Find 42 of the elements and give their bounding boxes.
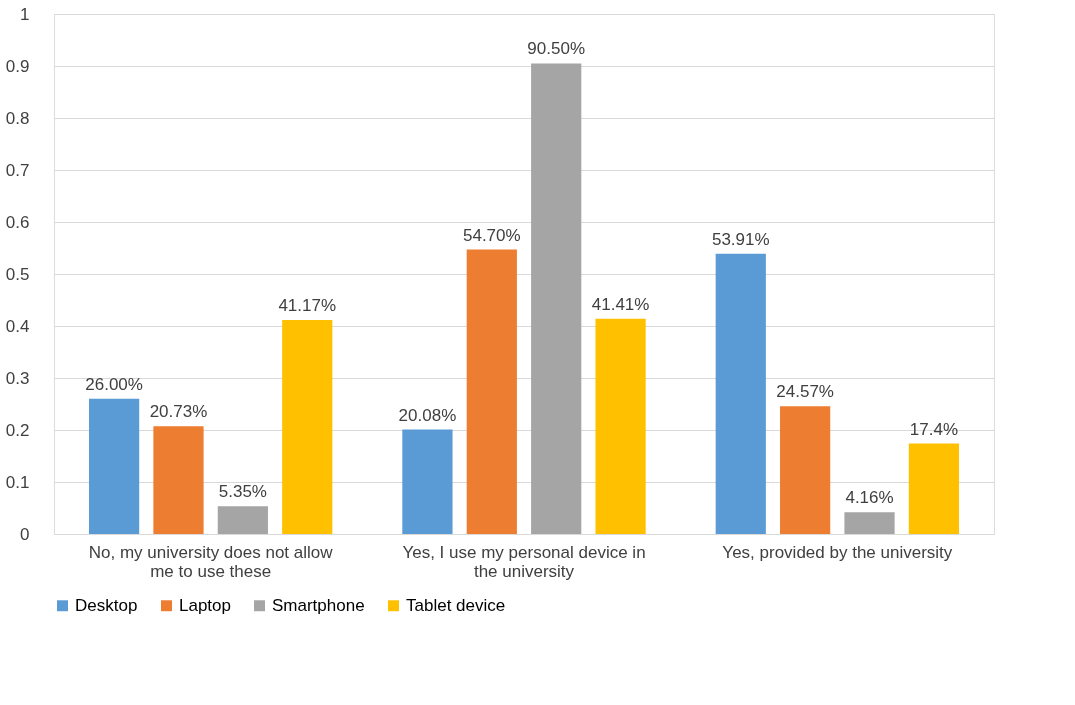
bar: [780, 406, 831, 534]
y-tick-label: 0.2: [5, 420, 30, 440]
y-tick-label: 0.7: [5, 160, 30, 180]
data-label: 4.16%: [845, 488, 894, 508]
bar: [466, 249, 517, 534]
data-label: 54.70%: [462, 225, 521, 245]
data-label: 20.08%: [398, 405, 457, 425]
y-tick-label: 0.6: [5, 212, 30, 232]
bar: [88, 398, 140, 534]
legend-label: Desktop: [75, 595, 138, 615]
data-label: 90.50%: [527, 39, 586, 59]
data-label: 41.41%: [591, 294, 650, 314]
bar: [908, 443, 960, 534]
bar: [217, 506, 268, 534]
y-tick-label: 0.4: [5, 316, 30, 336]
data-label: 5.35%: [218, 482, 267, 502]
bar: [531, 63, 582, 534]
y-tick-label: 0.8: [5, 108, 30, 128]
y-tick-label: 0.1: [5, 472, 30, 492]
data-label: 17.4%: [909, 419, 959, 439]
bar: [153, 426, 204, 534]
bar: [402, 429, 453, 534]
x-tick-label: Yes, I use my personal device in the university: [402, 542, 646, 581]
bar: [282, 319, 333, 534]
y-tick-label: 0.5: [5, 264, 30, 284]
data-label: 53.91%: [711, 229, 770, 249]
bar: [595, 318, 646, 534]
legend-label: Smartphone: [272, 595, 365, 615]
data-label: 26.00%: [85, 374, 143, 394]
y-tick-label: 0.3: [5, 368, 30, 388]
x-tick-label: No, my university does not allow me to use these: [88, 542, 334, 581]
data-label: 20.73%: [149, 402, 208, 422]
bar: [844, 512, 895, 534]
y-tick-label: 1: [20, 4, 30, 24]
y-tick-label: 0.9: [5, 56, 30, 76]
legend-label: Tablet device: [406, 595, 506, 615]
legend-label: Laptop: [179, 595, 231, 615]
data-label: 41.17%: [278, 295, 337, 315]
y-tick-label: 0: [20, 524, 30, 544]
bar: [715, 253, 766, 534]
data-label: 24.57%: [776, 382, 834, 402]
x-tick-label: Yes, provided by the university: [722, 542, 953, 562]
